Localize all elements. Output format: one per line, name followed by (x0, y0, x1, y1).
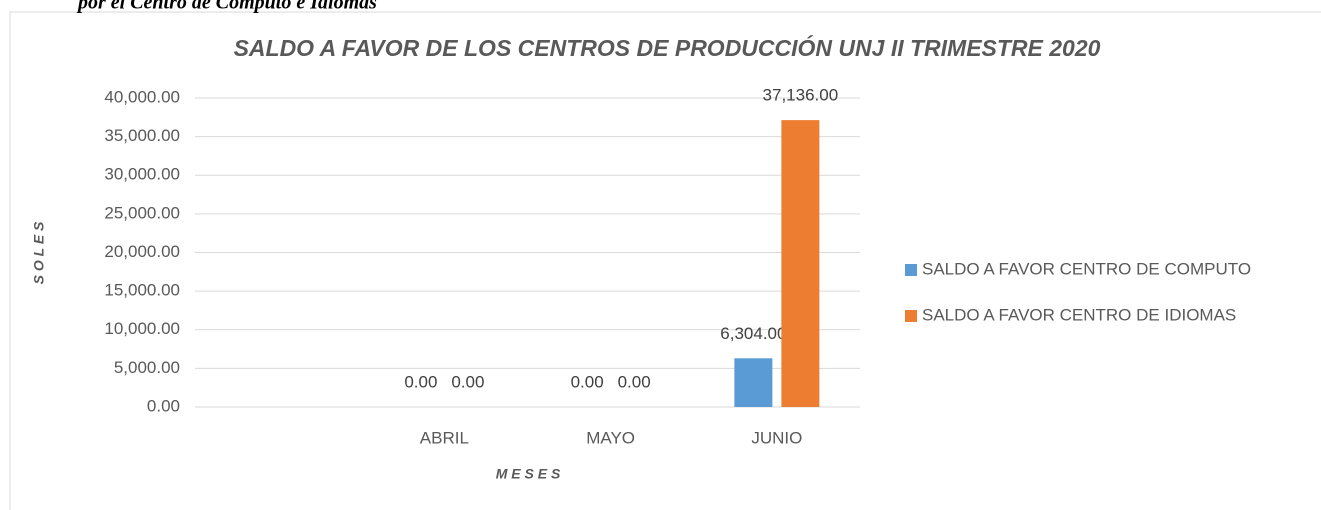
chart-frame (9, 11, 1321, 510)
y-axis-title: S O L E S (31, 221, 47, 284)
legend-label: SALDO A FAVOR CENTRO DE IDIOMAS (922, 305, 1236, 324)
y-tick-label: 30,000.00 (104, 165, 180, 184)
x-axis-title: M E S E S (496, 466, 561, 482)
x-tick-label: JUNIO (751, 428, 802, 447)
bar (734, 358, 773, 407)
value-label: 0.00 (571, 372, 604, 391)
legend-label: SALDO A FAVOR CENTRO DE COMPUTO (922, 259, 1251, 278)
y-tick-label: 10,000.00 (104, 319, 180, 338)
x-tick-label: MAYO (586, 428, 635, 447)
y-tick-label: 15,000.00 (104, 281, 180, 300)
legend-swatch (905, 264, 917, 276)
y-tick-label: 25,000.00 (104, 203, 180, 222)
value-label: 37,136.00 (763, 86, 839, 105)
value-label: 0.00 (618, 372, 651, 391)
y-tick-label: 20,000.00 (104, 242, 180, 261)
y-tick-label: 40,000.00 (104, 87, 180, 106)
y-tick-label: 35,000.00 (104, 126, 180, 145)
bar (781, 120, 820, 408)
legend-swatch (905, 310, 917, 322)
value-label: 0.00 (404, 372, 437, 391)
y-tick-label: 0.00 (147, 396, 180, 415)
value-label: 6,304.00 (720, 324, 786, 343)
x-tick-label: ABRIL (420, 428, 469, 447)
y-tick-label: 5,000.00 (114, 358, 180, 377)
chart-title: SALDO A FAVOR DE LOS CENTROS DE PRODUCCI… (234, 34, 1101, 61)
value-label: 0.00 (451, 372, 484, 391)
caption: por el Centro de Computo e Idiomas (76, 0, 377, 14)
